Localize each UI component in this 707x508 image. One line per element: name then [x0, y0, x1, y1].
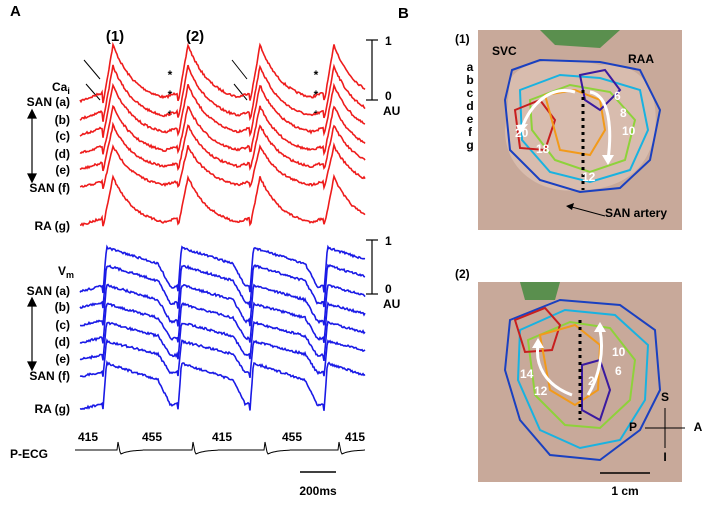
beat-label: (1)	[106, 28, 124, 45]
isochrone: 8	[620, 106, 627, 120]
isochrone: 2	[588, 374, 595, 388]
row-letter: f	[468, 125, 473, 139]
trace	[79, 121, 366, 172]
trace	[79, 41, 366, 104]
row-letter: b	[466, 73, 473, 87]
asterisk: *	[314, 68, 319, 82]
beat-label: (2)	[186, 28, 204, 45]
ca-main: Ca	[52, 80, 68, 94]
row-letter: e	[467, 112, 474, 126]
asterisk: *	[314, 108, 319, 122]
amplitude-scale	[366, 39, 378, 295]
asterisk: *	[168, 68, 173, 82]
vm-main: V	[58, 264, 66, 278]
trace-label: (e)	[55, 163, 70, 177]
double-arrow	[27, 108, 37, 372]
map-label: (1)	[455, 32, 470, 46]
scale-label: 1	[385, 34, 392, 48]
map-label: (2)	[455, 267, 470, 281]
trace-label: RA (g)	[34, 402, 70, 416]
trace	[79, 283, 366, 327]
interval-label: 415	[212, 430, 232, 444]
interval-label: 415	[345, 430, 365, 444]
trace-label: (c)	[55, 129, 70, 143]
trace-label: SAN (a)	[27, 95, 70, 109]
trace	[79, 338, 366, 378]
row-letter: c	[467, 86, 474, 100]
trace-label: SAN (a)	[27, 284, 70, 298]
scale-label: 0	[385, 89, 392, 103]
direction: P	[629, 420, 637, 434]
isochrone: 20	[515, 126, 529, 140]
trace	[79, 104, 366, 157]
isochrone: 12	[582, 170, 596, 184]
panel-label: B	[398, 5, 409, 22]
trace-label: (d)	[55, 335, 70, 349]
trace	[79, 301, 366, 344]
direction: I	[663, 450, 666, 464]
scale-unit: AU	[383, 297, 400, 311]
trace-label: (b)	[55, 300, 70, 314]
vm-label: Vm	[58, 264, 74, 280]
trace-label: SAN (f)	[29, 181, 70, 195]
row-letter: g	[466, 138, 473, 152]
trace	[79, 263, 366, 310]
trace	[79, 359, 366, 411]
ecg-label: P-ECG	[10, 447, 48, 461]
trace	[79, 63, 366, 122]
row-letter: d	[466, 99, 473, 113]
isochrone: 14	[520, 367, 534, 381]
isochrone: 6	[615, 364, 622, 378]
ecg-trace	[75, 441, 365, 455]
interval-label: 415	[78, 430, 98, 444]
interval-label: 455	[142, 430, 162, 444]
isochrone: 10	[612, 345, 626, 359]
landmark: SVC	[492, 44, 517, 58]
isochrone: 10	[622, 124, 636, 138]
trace-label: (c)	[55, 318, 70, 332]
ca-label: Cai	[52, 80, 70, 96]
vm-sub: m	[66, 270, 74, 280]
landmark: RAA	[628, 52, 654, 66]
scale-label: 1	[385, 234, 392, 248]
map-photo	[478, 30, 682, 230]
ca-sub: i	[67, 86, 70, 96]
trace-label: (e)	[55, 352, 70, 366]
pointer-arrows	[83, 59, 248, 101]
isochrone: 18	[536, 142, 550, 156]
scale-unit: AU	[383, 104, 400, 118]
map-photo	[478, 282, 685, 482]
row-letter: a	[467, 60, 474, 74]
interval-label: 455	[282, 430, 302, 444]
direction: A	[694, 420, 703, 434]
trace-label: (b)	[55, 113, 70, 127]
trace	[79, 244, 366, 294]
trace-label: SAN (f)	[29, 369, 70, 383]
isochrone: 12	[534, 384, 548, 398]
trace	[79, 82, 366, 138]
trace-label: (d)	[55, 147, 70, 161]
scale-label: 0	[385, 282, 392, 296]
isochrone: 6	[614, 89, 621, 103]
trace-label: RA (g)	[34, 219, 70, 233]
artery-label: SAN artery	[605, 206, 667, 220]
panel-label: A	[10, 3, 21, 20]
direction: S	[661, 390, 669, 404]
length-scale: 1 cm	[611, 484, 638, 498]
trace	[79, 320, 366, 362]
trace	[79, 173, 366, 227]
trace	[79, 141, 366, 191]
time-scale: 200ms	[299, 484, 337, 498]
